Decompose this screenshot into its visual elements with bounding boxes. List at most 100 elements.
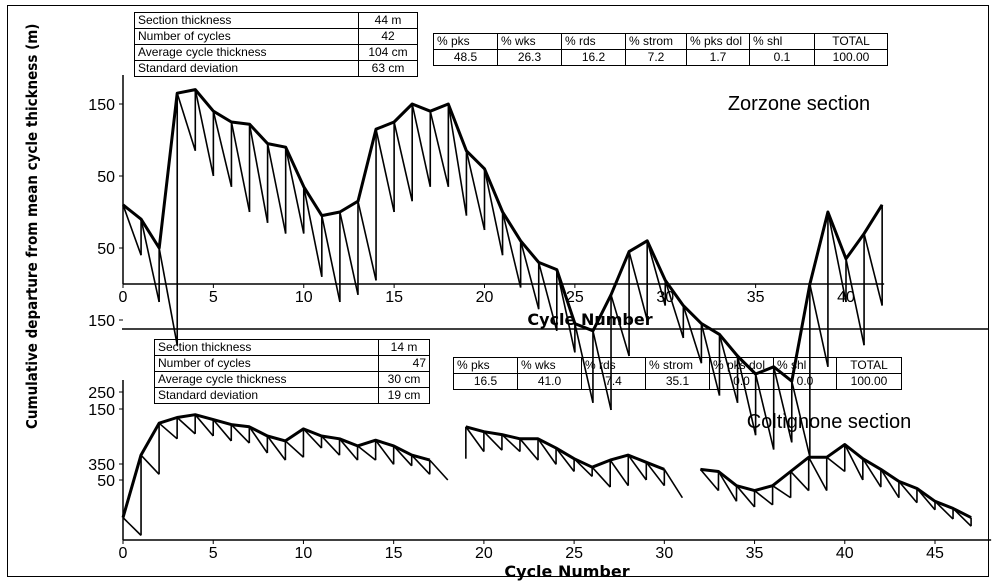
cycle-diagonal [772, 485, 792, 499]
cycle-diagonal [176, 92, 197, 152]
x-tick-label: 35 [746, 545, 764, 562]
cycle-diagonal [573, 458, 593, 478]
cycle-diagonal [537, 262, 558, 332]
chart-title: Coltignone section [747, 411, 912, 433]
stats-row: Standard deviation 19 cm [154, 387, 430, 404]
y-tick-label: 150 [88, 313, 115, 330]
composition-value: 100.00 [836, 373, 902, 390]
x-tick-label: 35 [747, 289, 765, 306]
cycle-diagonal [827, 211, 847, 303]
cycle-diagonal [465, 150, 486, 231]
cycle-diagonal [140, 219, 160, 303]
chart-panel-1: 15050501502503500510152025303540Cycle Nu… [88, 75, 885, 474]
cycle-diagonal [501, 211, 522, 288]
y-tick-label: 350 [88, 457, 115, 474]
cycle-diagonal [122, 204, 142, 256]
cycle-diagonal [212, 419, 232, 442]
cycle-diagonal [591, 466, 611, 488]
x-tick-label: 0 [119, 289, 128, 306]
composition-header: % shl [749, 33, 815, 50]
composition-value: 7.2 [625, 49, 687, 66]
cycle-diagonal [284, 147, 305, 234]
cycle-diagonal [357, 445, 377, 461]
cycle-diagonal [682, 305, 703, 364]
y-tick-label: 250 [88, 385, 115, 402]
stats-table-coltignone: Section thickness 14 m Number of cycles 47… [154, 339, 430, 404]
cycle-diagonal [122, 517, 142, 536]
cycle-diagonal [664, 280, 685, 339]
cycle-diagonal [374, 439, 395, 465]
cycle-diagonal [393, 121, 413, 202]
x-tick-label: 5 [209, 545, 218, 562]
stats-row: Standard deviation 63 cm [134, 60, 418, 77]
composition-header: % rds [561, 33, 626, 50]
cycle-diagonal [754, 373, 775, 450]
cycle-diagonal [411, 454, 431, 475]
cycle-diagonal [230, 121, 251, 213]
stats-row: Average cycle thickness 104 cm [134, 44, 418, 61]
cycle-diagonal [645, 461, 665, 487]
x-tick-label: 25 [565, 545, 583, 562]
y-tick-label: 50 [97, 169, 115, 186]
x-axis-label: Cycle Number [527, 310, 652, 329]
cycle-diagonal [826, 456, 846, 473]
cycle-diagonal [807, 456, 828, 492]
figure-frame [7, 5, 989, 577]
chart-title: Zorzone section [728, 93, 870, 115]
cycle-diagonal [320, 435, 341, 456]
cycle-diagonal [375, 129, 395, 213]
chart-layer: 15050501502503500510152025303540Cycle Nu… [88, 75, 992, 581]
composition-value: 7.4 [581, 373, 646, 390]
stats-value: 44 m [358, 12, 418, 29]
chart-panel-2: 150 50 0 5 10 15 20 25 30 35 40 45 Cycle Number Colti… [88, 380, 992, 581]
cycle-diagonal [321, 215, 341, 303]
cycle-diagonal [663, 468, 684, 499]
cycle-diagonal [194, 414, 214, 437]
cycle-diagonal [339, 211, 359, 295]
composition-table-coltignone: % pks % wks % rds % strom % pks dol % sh… [453, 357, 902, 390]
composition-header: % pks dol [686, 33, 750, 50]
cycle-diagonal [212, 111, 233, 187]
composition-value: 100.00 [814, 49, 888, 66]
composition-value: 26.3 [497, 49, 562, 66]
cycle-diagonal [266, 143, 287, 234]
cycle-diagonal [736, 355, 757, 436]
composition-value-row: 48.5 26.3 16.2 7.2 1.7 0.1 100.00 [433, 49, 888, 66]
cycle-diagonal [934, 500, 954, 520]
cycle-diagonal [266, 435, 287, 461]
cycle-diagonal [194, 89, 215, 177]
cycle-diagonal [357, 201, 377, 281]
composition-header: % strom [645, 357, 710, 374]
cycle-diagonal [700, 323, 721, 396]
cycle-diagonal [754, 490, 774, 506]
cycle-diagonal [898, 480, 918, 504]
cycle-diagonal [592, 330, 612, 411]
composition-header-row: % pks % wks % rds % strom % pks dol % sh… [433, 33, 888, 50]
cycle-diagonal [844, 444, 864, 481]
stats-table-zorzone: Section thickness 44 m Number of cycles 42… [134, 12, 418, 77]
x-tick-label: 5 [209, 289, 218, 306]
x-tick-label: 20 [475, 545, 493, 562]
y-tick-label: 150 [88, 402, 115, 419]
x-tick-label: 20 [476, 289, 494, 306]
composition-value-row: 16.5 41.0 7.4 35.1 0.0 0.0 100.00 [453, 373, 902, 390]
cycle-diagonal [537, 438, 557, 465]
stats-label: Standard deviation [134, 60, 359, 77]
composition-value: 1.7 [686, 49, 750, 66]
stats-row: Number of cycles 47 [154, 355, 430, 372]
stats-label: Number of cycles [154, 355, 379, 372]
x-tick-label: 10 [295, 289, 313, 306]
cycle-diagonal [609, 459, 629, 487]
cycle-diagonal [158, 422, 178, 440]
composition-value: 0.1 [749, 49, 815, 66]
cycle-diagonal [483, 431, 503, 451]
stats-value: 63 cm [358, 60, 418, 77]
cycle-diagonal [447, 103, 468, 216]
x-tick-label: 10 [295, 545, 313, 562]
cycle-diagonal [429, 111, 450, 187]
cycle-diagonal [735, 485, 756, 508]
composition-value: 41.0 [517, 373, 582, 390]
stats-label: Average cycle thickness [134, 44, 359, 61]
cycle-diagonal [338, 438, 359, 461]
